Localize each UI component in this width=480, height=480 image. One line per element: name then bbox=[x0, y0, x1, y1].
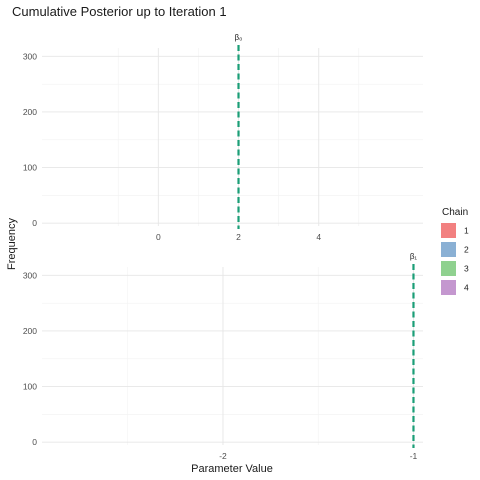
y-tick-label: 200 bbox=[23, 326, 37, 336]
x-axis-title: Parameter Value bbox=[191, 463, 273, 475]
y-tick-label: 100 bbox=[23, 163, 37, 173]
legend-item-4: 4 bbox=[441, 280, 469, 295]
legend-label: 4 bbox=[464, 283, 469, 293]
y-tick-label: 0 bbox=[32, 218, 37, 228]
y-tick-label: 0 bbox=[32, 437, 37, 447]
facet-strip-label: β₁ bbox=[410, 252, 418, 261]
y-tick-label: 300 bbox=[23, 270, 37, 280]
x-tick-label: -2 bbox=[219, 451, 227, 461]
legend-label: 1 bbox=[464, 226, 469, 236]
legend-label: 2 bbox=[464, 245, 469, 255]
legend-item-3: 3 bbox=[441, 261, 469, 276]
legend: Chain 1 2 3 4 bbox=[441, 207, 469, 295]
y-axis-title: Frequency bbox=[6, 218, 18, 270]
x-tick-label: 4 bbox=[316, 232, 321, 242]
legend-item-2: 2 bbox=[441, 242, 469, 257]
legend-title: Chain bbox=[442, 207, 468, 218]
x-tick-label: 0 bbox=[156, 232, 161, 242]
y-tick-label: 200 bbox=[23, 107, 37, 117]
chart-title: Cumulative Posterior up to Iteration 1 bbox=[12, 4, 227, 19]
legend-key bbox=[441, 261, 456, 276]
legend-items: 1 2 3 4 bbox=[441, 223, 469, 295]
legend-key bbox=[441, 223, 456, 238]
x-tick-label: -1 bbox=[410, 451, 418, 461]
facet-strip-label: β₀ bbox=[235, 33, 243, 42]
facet-panels: β₀ 0 100 200 300 0 2 4 β₁ 0 100 200 300 -2 -1 0 bbox=[23, 33, 423, 461]
legend-label: 3 bbox=[464, 264, 469, 274]
facet-panel-1: β₀ 0 100 200 300 0 2 4 bbox=[23, 33, 423, 242]
legend-key bbox=[441, 242, 456, 257]
y-tick-label: 300 bbox=[23, 51, 37, 61]
legend-item-1: 1 bbox=[441, 223, 469, 238]
x-tick-label: 2 bbox=[236, 232, 241, 242]
legend-key bbox=[441, 280, 456, 295]
y-tick-label: 100 bbox=[23, 382, 37, 392]
